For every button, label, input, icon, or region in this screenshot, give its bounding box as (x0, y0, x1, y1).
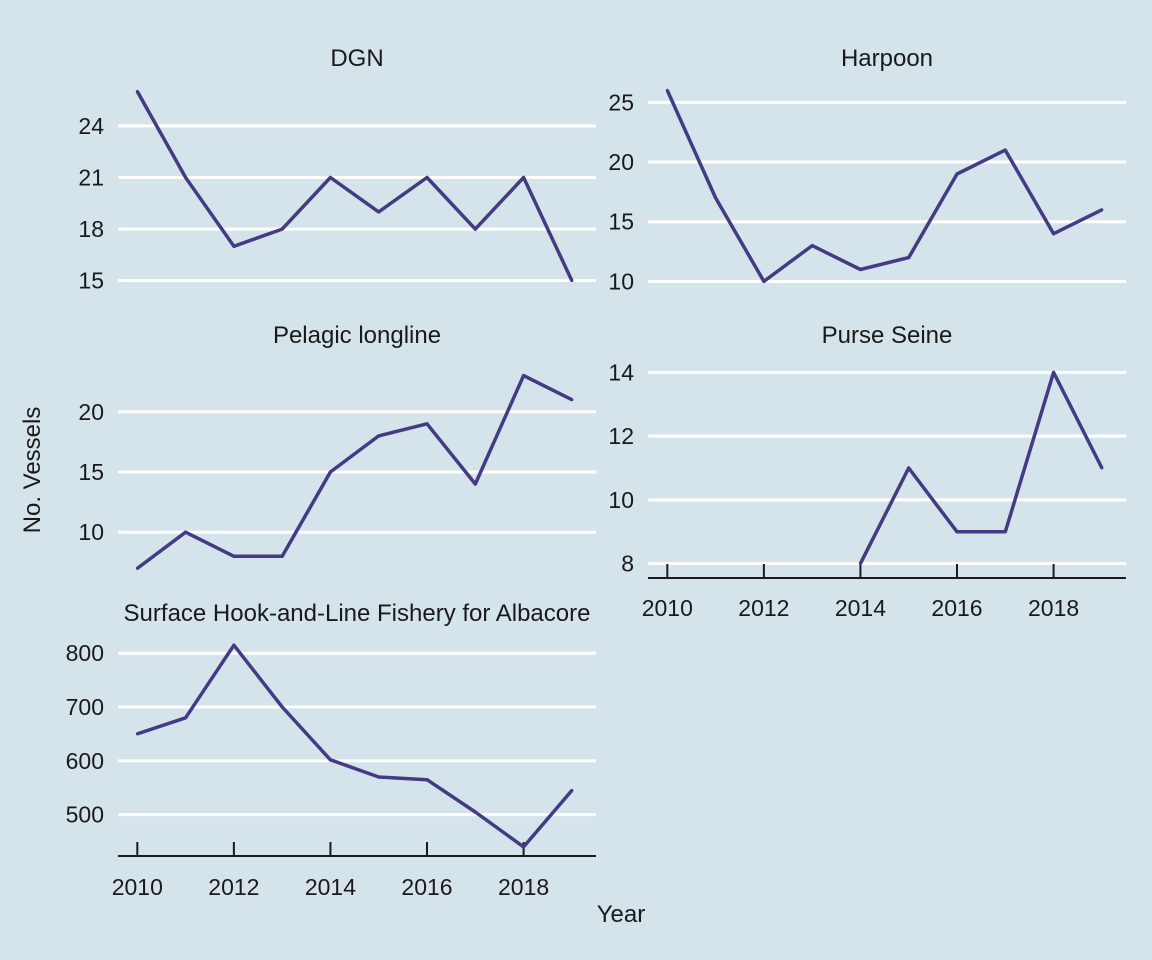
y-tick-label: 21 (78, 164, 104, 190)
data-point (280, 554, 284, 558)
data-point (858, 562, 862, 566)
data-point (473, 227, 477, 231)
data-point (135, 89, 139, 93)
data-point (810, 244, 814, 248)
data-point (377, 434, 381, 438)
data-point (570, 398, 574, 402)
data-point (377, 210, 381, 214)
y-tick-label: 18 (78, 216, 104, 242)
data-point (232, 554, 236, 558)
data-point (1052, 232, 1056, 236)
x-tick-label: 2014 (835, 595, 886, 621)
y-tick-label: 500 (66, 802, 104, 828)
y-tick-label: 10 (78, 519, 104, 545)
x-tick-label: 2016 (931, 595, 982, 621)
y-tick-label: 800 (66, 640, 104, 666)
series-line (136, 643, 574, 849)
data-point (955, 530, 959, 534)
data-point (232, 244, 236, 248)
y-tick-label: 15 (78, 459, 104, 485)
data-point (570, 788, 574, 792)
y-tick-label: 24 (78, 113, 104, 139)
panel-title: Surface Hook-and-Line Fishery for Albaco… (124, 600, 591, 627)
y-axis-label: No. Vessels (19, 407, 46, 534)
data-point (714, 196, 718, 200)
data-point (1003, 148, 1007, 152)
y-tick-label: 14 (608, 359, 634, 385)
x-tick-label: 2018 (1028, 595, 1079, 621)
x-tick-label: 2012 (208, 874, 259, 900)
panel-title: Purse Seine (822, 322, 953, 349)
data-point (184, 716, 188, 720)
data-point (377, 775, 381, 779)
data-point (425, 422, 429, 426)
y-tick-label: 25 (608, 89, 634, 115)
panel-3: Pelagic longline 10 15 20 (78, 322, 596, 570)
panel-2: Harpoon 10 15 20 25 (608, 45, 1126, 294)
data-point (762, 279, 766, 283)
x-axis-label: Year (597, 901, 646, 928)
x-tick-label: 2018 (498, 874, 549, 900)
data-point (135, 732, 139, 736)
data-point (907, 466, 911, 470)
data-point (522, 175, 526, 179)
x-tick-label: 2014 (305, 874, 356, 900)
data-point (1100, 208, 1104, 212)
data-point (858, 268, 862, 272)
data-point (184, 530, 188, 534)
panel-4: Purse Seine 8 10 12 14 2010 2012 2014 2016 2018 (608, 322, 1126, 621)
panel-title: Harpoon (841, 45, 933, 72)
x-tick-label: 2010 (642, 595, 693, 621)
y-tick-label: 8 (621, 551, 634, 577)
data-point (570, 279, 574, 283)
data-point (1052, 370, 1056, 374)
data-point (328, 758, 332, 762)
data-point (955, 172, 959, 176)
data-point (328, 175, 332, 179)
data-point (1100, 466, 1104, 470)
x-tick-label: 2012 (738, 595, 789, 621)
data-point (907, 256, 911, 260)
series-line (136, 373, 573, 570)
data-point (184, 175, 188, 179)
series-line (858, 370, 1104, 565)
y-tick-label: 10 (608, 487, 634, 513)
panel-title: DGN (330, 45, 383, 72)
y-tick-label: 15 (608, 209, 634, 235)
series-line (665, 89, 1103, 284)
panel-5: Surface Hook-and-Line Fishery for Albaco… (66, 600, 596, 900)
x-tick-label: 2010 (112, 874, 163, 900)
data-point (232, 643, 236, 647)
y-tick-label: 10 (608, 268, 634, 294)
data-point (522, 374, 526, 378)
y-tick-label: 600 (66, 748, 104, 774)
data-point (1003, 530, 1007, 534)
data-point (473, 482, 477, 486)
panel-title: Pelagic longline (273, 322, 441, 349)
x-tick-label: 2016 (401, 874, 452, 900)
data-point (328, 470, 332, 474)
series-line (135, 90, 574, 282)
y-tick-label: 700 (66, 694, 104, 720)
data-point (280, 227, 284, 231)
data-point (665, 88, 669, 92)
data-point (522, 845, 526, 849)
panels: DGN 15 18 21 24 Harpoon 10 15 20 25 Pelagic longli… (66, 45, 1126, 900)
data-point (135, 566, 139, 570)
y-tick-label: 20 (78, 399, 104, 425)
data-point (425, 175, 429, 179)
y-tick-label: 15 (78, 268, 104, 294)
data-point (280, 705, 284, 709)
data-point (425, 778, 429, 782)
y-tick-label: 12 (608, 423, 634, 449)
data-point (473, 810, 477, 814)
y-tick-label: 20 (608, 149, 634, 175)
panel-1: DGN 15 18 21 24 (78, 45, 596, 294)
